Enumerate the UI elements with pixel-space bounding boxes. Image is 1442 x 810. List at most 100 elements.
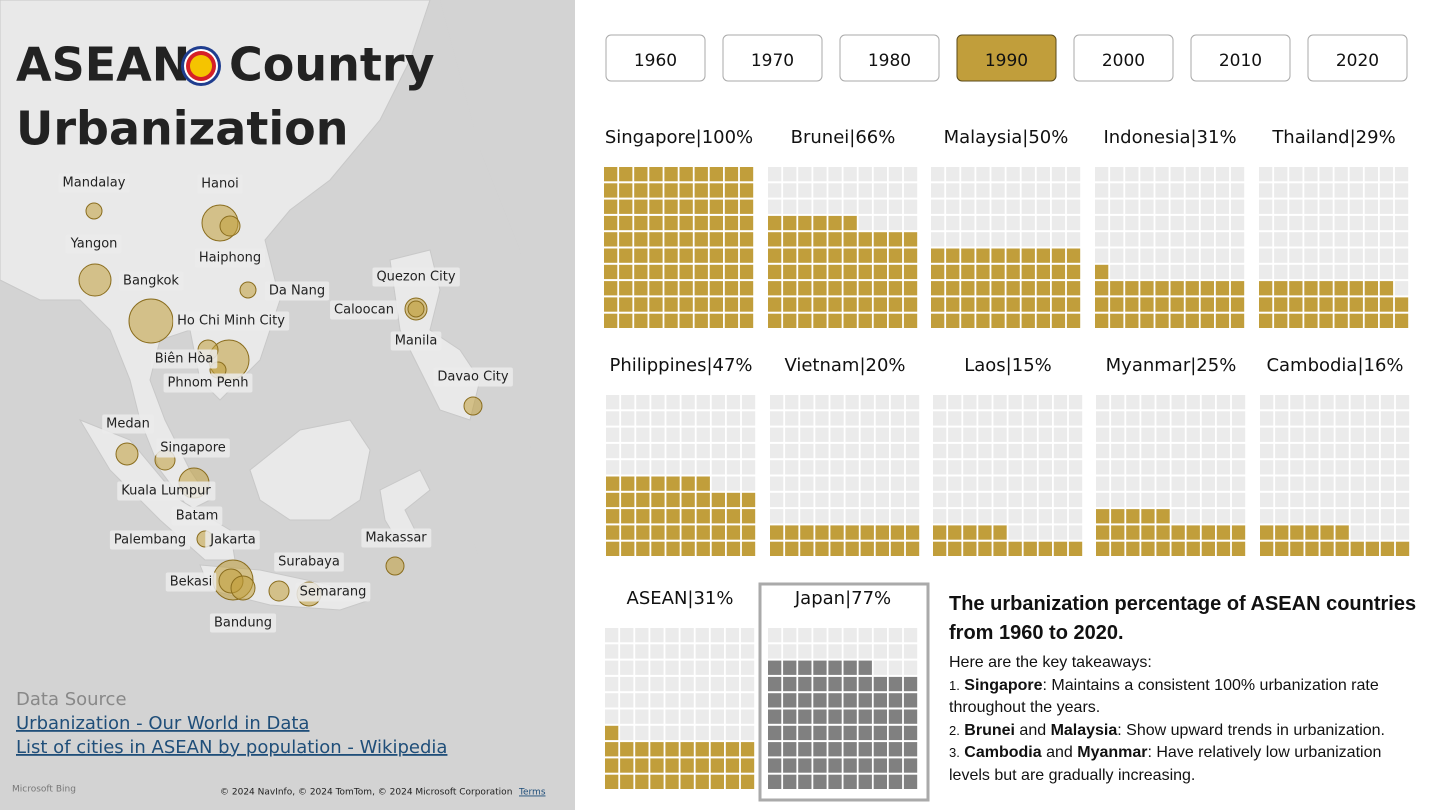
waffle-cell-empty — [711, 460, 725, 475]
year-button-label[interactable]: 1990 — [985, 51, 1028, 71]
waffle-cell-empty — [890, 476, 905, 491]
waffle-cell — [619, 183, 633, 198]
waffle-cell-empty — [605, 644, 619, 659]
waffle-cell-empty — [1095, 183, 1109, 198]
year-button-label[interactable]: 1980 — [868, 51, 911, 71]
city-label-bg — [165, 572, 217, 592]
waffle-cell-empty — [1350, 427, 1364, 442]
year-button[interactable]: 2000 — [1073, 34, 1174, 82]
waffle-cell-empty — [1379, 248, 1394, 263]
year-button-bg[interactable] — [722, 34, 823, 82]
city-label: Palembang — [114, 533, 186, 548]
year-button[interactable]: 1980 — [839, 34, 940, 82]
waffle-cell-empty — [1334, 248, 1348, 263]
waffle-cell — [843, 742, 857, 757]
waffle-cell-empty — [1231, 476, 1246, 491]
summary-item: 3. Cambodia and Myanmar: Have relatively… — [949, 742, 1419, 787]
waffle-cell — [1171, 525, 1185, 540]
city-label-bg — [209, 613, 277, 633]
waffle-cell-empty — [813, 199, 827, 214]
waffle-cell-empty — [1260, 476, 1274, 491]
waffle-cell-empty — [1215, 232, 1230, 247]
waffle-cell-empty — [1200, 248, 1214, 263]
waffle-cell-empty — [1185, 264, 1199, 280]
year-button[interactable]: 2020 — [1307, 34, 1408, 82]
waffle-cell-empty — [1141, 427, 1155, 442]
waffle-cell — [1170, 313, 1184, 328]
waffle-cell — [783, 232, 797, 247]
year-button[interactable]: 1970 — [722, 34, 823, 82]
year-button-bg[interactable] — [1190, 34, 1291, 82]
waffle-cell — [1379, 281, 1394, 296]
waffle-cell — [903, 281, 918, 296]
waffle-cell-empty — [1095, 215, 1109, 231]
chart-title: Malaysia|50% — [944, 127, 1069, 148]
waffle-cell — [815, 525, 829, 540]
waffle-cell-empty — [1335, 476, 1349, 491]
city-label: Singapore — [160, 441, 226, 456]
waffle-cell-empty — [1155, 248, 1169, 263]
item-keyword: Malaysia — [1050, 721, 1118, 739]
waffle-cell — [711, 509, 725, 524]
waffle-cell — [873, 774, 887, 789]
year-button[interactable]: 2010 — [1190, 34, 1291, 82]
year-button-bg[interactable] — [1073, 34, 1174, 82]
waffle-cell — [1305, 525, 1319, 540]
waffle-cell-empty — [1319, 183, 1333, 198]
waffle-cell — [813, 248, 827, 263]
year-button-label[interactable]: 2000 — [1102, 51, 1145, 71]
waffle-cell-empty — [963, 427, 977, 442]
waffle-cell-empty — [666, 443, 680, 459]
year-button-bg[interactable] — [956, 34, 1057, 82]
year-button-label[interactable]: 2010 — [1219, 51, 1262, 71]
waffle-cell — [991, 248, 1005, 263]
waffle-cell — [798, 232, 812, 247]
waffle-cell — [1319, 297, 1333, 312]
waffle-cell — [828, 248, 842, 263]
terms-link[interactable]: Terms — [518, 788, 546, 798]
source-link[interactable]: Urbanization - Our World in Data — [16, 713, 309, 734]
year-button-bg[interactable] — [1307, 34, 1408, 82]
waffle-cell-empty — [1156, 492, 1170, 508]
waffle-cell-empty — [903, 167, 918, 182]
city-bubble — [239, 281, 257, 299]
waffle-cell-empty — [1111, 395, 1125, 410]
waffle-cell — [1349, 297, 1363, 312]
waffle-cell — [741, 509, 756, 524]
year-button[interactable]: 1960 — [605, 34, 706, 82]
city-label: Hanoi — [201, 177, 239, 192]
waffle-cell — [1141, 509, 1155, 524]
waffle-cell — [619, 264, 633, 280]
year-button-label[interactable]: 2020 — [1336, 51, 1379, 71]
source-link[interactable]: List of cities in ASEAN by population - … — [16, 737, 447, 758]
item-keyword: Brunei — [964, 721, 1015, 739]
waffle-cell-empty — [873, 199, 887, 214]
waffle-cell — [903, 742, 918, 757]
waffle-cell-empty — [1171, 411, 1185, 426]
waffle-cell-empty — [1395, 476, 1410, 491]
waffle-cell-empty — [620, 709, 634, 724]
waffle-cell — [1095, 297, 1109, 312]
waffle-cell-empty — [665, 628, 679, 643]
year-button-bg[interactable] — [605, 34, 706, 82]
year-button-label[interactable]: 1960 — [634, 51, 677, 71]
waffle-cell-empty — [845, 395, 859, 410]
waffle-cell-empty — [1021, 183, 1035, 198]
waffle-cell — [933, 541, 947, 556]
year-button-label[interactable]: 1970 — [751, 51, 794, 71]
waffle-cell-empty — [1023, 395, 1037, 410]
waffle-cell-empty — [860, 460, 874, 475]
city-label-bg — [173, 311, 290, 331]
waffle-cell — [888, 281, 903, 296]
year-button[interactable]: 1990 — [956, 34, 1057, 82]
year-button-bg[interactable] — [839, 34, 940, 82]
waffle-cell — [679, 167, 693, 182]
waffle-cell-empty — [711, 476, 725, 491]
waffle-cell — [858, 281, 872, 296]
waffle-cell-empty — [1125, 215, 1139, 231]
waffle-cell — [858, 232, 872, 247]
waffle-cell — [903, 709, 918, 724]
waffle-cell — [843, 676, 857, 692]
city-label: Davao City — [437, 370, 509, 385]
waffle-cell-empty — [1066, 199, 1081, 214]
